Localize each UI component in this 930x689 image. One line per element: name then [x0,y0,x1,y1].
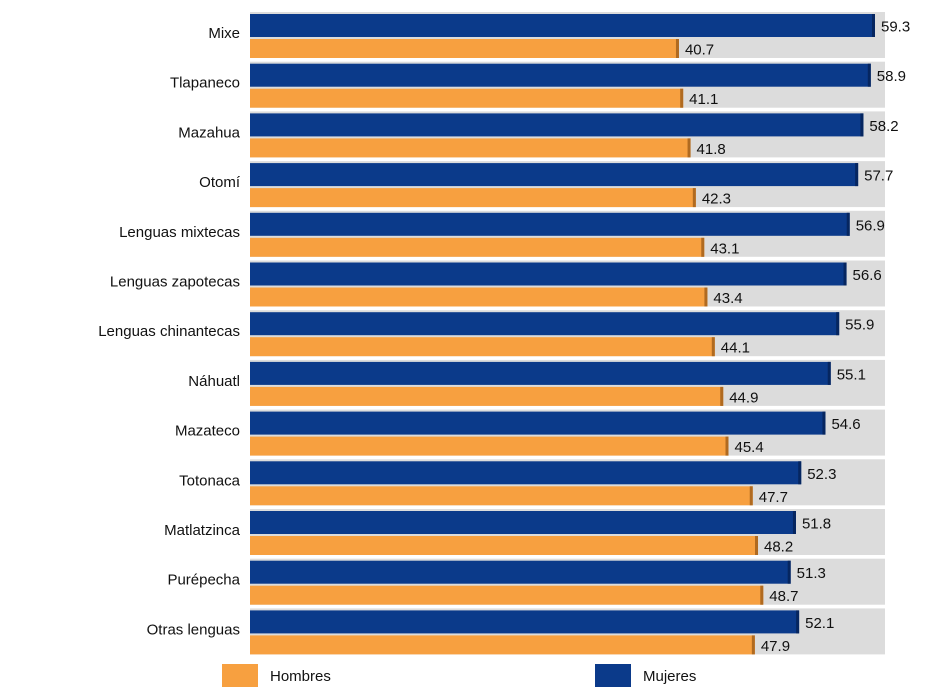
value-label: 42.3 [702,191,731,208]
value-label: 58.2 [869,118,898,135]
bar [250,411,826,435]
value-label: 47.7 [759,489,788,506]
legend-swatch [595,664,631,687]
bar-edge [701,237,705,257]
bar-edge [836,312,840,336]
bar [250,39,679,58]
value-label: 48.7 [769,588,798,605]
value-label: 41.1 [689,91,718,108]
value-label: 51.3 [797,565,826,582]
value-label: 57.7 [864,168,893,185]
bar [250,610,800,634]
bar-edge [720,386,724,406]
bar [250,386,724,406]
value-label: 44.1 [721,340,750,357]
bar-edge [704,287,708,307]
bar [250,461,802,485]
bar-edge [787,560,791,584]
bar [250,212,850,236]
category-label: Mazahua [178,124,240,141]
category-label: Náhuatl [188,373,240,390]
value-label: 59.3 [881,18,910,35]
category-label: Totonaca [179,472,241,489]
category-label: Tlapaneco [170,75,240,92]
bar [250,188,696,208]
bar-edge [843,262,847,286]
value-label: 55.1 [837,366,866,383]
value-label: 43.4 [713,290,742,307]
legend-label: Hombres [270,668,331,685]
bar [250,113,864,137]
value-label: 58.9 [877,68,906,85]
value-label: 40.7 [685,41,714,58]
bar-edge [867,63,871,87]
bar [250,14,875,37]
bar-edge [872,14,875,37]
bar [250,138,691,158]
value-label: 52.3 [807,466,836,483]
bar-edge [792,511,796,534]
bar [250,536,759,555]
value-label: 56.9 [856,217,885,234]
value-label: 41.8 [697,141,726,158]
bar-edge [855,163,859,187]
bar [250,337,715,357]
bar-edge [822,411,826,435]
bar-edge [692,188,696,208]
bar-edge [755,536,759,555]
value-label: 47.9 [761,638,790,655]
bar-edge [846,212,850,236]
value-label: 54.6 [831,416,860,433]
category-label: Otras lenguas [147,621,240,638]
bar [250,88,684,108]
value-label: 48.2 [764,538,793,555]
value-label: 43.1 [710,240,739,257]
legend-swatch [222,664,258,687]
value-label: 45.4 [734,439,763,456]
bar-edge [711,337,715,357]
value-label: 51.8 [802,515,831,532]
bar [250,163,859,187]
category-label: Mazateco [175,423,240,440]
category-label: Purépecha [167,572,240,589]
bar [250,486,753,506]
bar-edge [687,138,691,158]
bar [250,511,796,534]
bar-edge [680,88,684,108]
category-label: Otomí [199,174,241,191]
category-label: Lenguas chinantecas [98,323,240,340]
bar [250,312,840,336]
category-label: Lenguas mixtecas [119,224,240,241]
bar-edge [798,461,802,485]
bar-edge [751,635,755,655]
bar [250,635,755,655]
value-label: 56.6 [853,267,882,284]
bar-edge [760,585,764,605]
value-label: 52.1 [805,615,834,632]
bar [250,237,705,257]
bar-edge [860,113,864,137]
bar [250,63,871,87]
category-label: Mixe [208,25,240,42]
bar-edge [796,610,800,634]
category-label: Lenguas zapotecas [110,273,240,290]
bar-edge [675,39,679,58]
category-label: Matlatzinca [164,522,241,539]
bar-edge [827,361,831,385]
bar-edge [725,436,729,456]
value-label: 44.9 [729,389,758,406]
bar [250,262,847,286]
bar [250,436,729,456]
bar-edge [749,486,753,506]
legend-label: Mujeres [643,668,696,685]
bar [250,560,791,584]
bar [250,585,764,605]
bar [250,361,831,385]
bar [250,287,708,307]
value-label: 55.9 [845,317,874,334]
